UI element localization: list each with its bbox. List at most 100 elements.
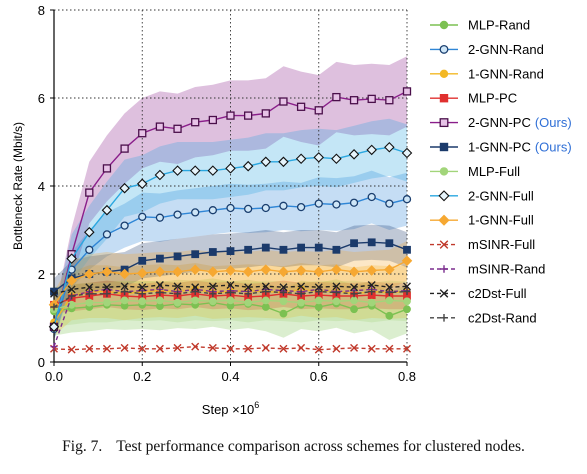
point-1-gnn-full	[384, 264, 395, 275]
point-c2dst-full	[120, 282, 129, 291]
point-c2dst-full	[332, 282, 341, 291]
point-2-gnn-pc	[261, 109, 270, 118]
point-2-gnn-pc	[385, 96, 394, 105]
point-mlp-full	[297, 298, 306, 307]
point-2-gnn-full	[313, 152, 325, 163]
series-layer	[48, 87, 413, 354]
point-2-gnn-rand	[296, 202, 306, 212]
x-tick-label: 0.2	[133, 369, 151, 384]
point-msinr-full	[244, 344, 253, 353]
legend-item-msinr-full: mSINR-Full	[430, 237, 535, 252]
series-msinr-full	[50, 342, 411, 354]
point-msinr-full	[297, 343, 306, 352]
point-1-gnn-pc	[244, 245, 253, 254]
point-1-gnn-full	[348, 266, 360, 278]
point-msinr-full	[67, 345, 76, 354]
point-1-gnn-pc	[261, 243, 270, 252]
point-2-gnn-pc	[226, 111, 235, 120]
point-2-gnn-pc	[332, 92, 341, 102]
point-2-gnn-full	[66, 253, 77, 264]
point-1-gnn-full	[101, 266, 113, 278]
point-msinr-full	[138, 344, 147, 353]
point-mlp-full	[261, 296, 270, 305]
point-c2dst-full	[67, 285, 76, 294]
point-1-gnn-full	[278, 266, 289, 278]
legend-marker-msinr-full	[439, 240, 449, 249]
point-c2dst-rand	[174, 290, 182, 298]
point-c2dst-rand	[209, 290, 217, 298]
x-tick-label: 0.4	[221, 369, 239, 384]
x-tick-label: 0.6	[310, 369, 328, 384]
point-2-gnn-rand	[102, 230, 112, 239]
point-1-gnn-pc	[297, 243, 306, 252]
point-2-gnn-full	[260, 156, 272, 168]
point-c2dst-rand	[315, 288, 323, 296]
point-2-gnn-rand	[120, 221, 129, 230]
legend-marker-2-gnn-full	[438, 190, 450, 202]
legend-label-msinr-full: mSINR-Full	[468, 237, 535, 252]
legend-label-mlp-full: MLP-Full	[468, 164, 520, 179]
point-c2dst-full	[367, 281, 376, 289]
y-tick-label: 0	[38, 355, 45, 370]
point-c2dst-full	[403, 282, 411, 291]
legend-label-2-gnn-full: 2-GNN-Full	[468, 188, 534, 203]
point-c2dst-rand	[68, 292, 76, 300]
point-msinr-full	[191, 342, 200, 351]
point-2-gnn-full	[48, 321, 60, 333]
point-1-gnn-full	[331, 264, 342, 275]
point-2-gnn-full	[189, 165, 201, 176]
point-c2dst-rand	[279, 288, 287, 296]
point-msinr-rand	[50, 343, 58, 351]
point-2-gnn-pc	[120, 144, 129, 153]
point-2-gnn-pc	[402, 87, 412, 96]
point-2-gnn-pc	[314, 106, 323, 115]
point-c2dst-rand	[244, 290, 252, 298]
legend-label-msinr-rand: mSINR-Rand	[468, 262, 545, 277]
point-2-gnn-rand	[208, 206, 218, 215]
point-mlp-full	[85, 298, 94, 307]
point-2-gnn-rand	[279, 201, 288, 210]
point-c2dst-rand	[385, 288, 393, 296]
point-2-gnn-rand	[191, 208, 200, 217]
legend-item-1-gnn-full: 1-GNN-Full	[430, 213, 534, 228]
point-2-gnn-rand	[226, 203, 235, 213]
point-mlp-full	[403, 297, 411, 306]
point-c2dst-rand	[403, 288, 411, 296]
point-1-gnn-full	[172, 266, 183, 278]
legend-item-1-gnn-pc: 1-GNN-PC (Ours)	[430, 140, 572, 155]
point-2-gnn-full	[225, 163, 236, 174]
caption-label: Fig. 7.	[62, 438, 103, 455]
point-mlp-full	[350, 296, 358, 305]
point-c2dst-rand	[262, 288, 270, 296]
legend-item-2-gnn-rand: 2-GNN-Rand	[430, 42, 544, 57]
point-2-gnn-full	[154, 169, 166, 181]
legend-label-2-gnn-rand: 2-GNN-Rand	[468, 42, 544, 57]
point-1-gnn-full	[242, 266, 254, 278]
series-c2dst-rand	[50, 288, 411, 311]
point-mlp-full	[279, 297, 288, 306]
point-2-gnn-full	[401, 147, 413, 159]
point-2-gnn-rand	[243, 204, 253, 214]
legend-label-c2dst-full: c2Dst-Full	[468, 286, 527, 301]
y-tick-label: 4	[38, 179, 45, 194]
point-2-gnn-pc	[367, 94, 376, 104]
point-c2dst-rand	[297, 290, 305, 298]
point-1-gnn-full	[189, 264, 201, 275]
point-mlp-rand	[385, 311, 394, 320]
point-c2dst-rand	[368, 288, 376, 296]
legend-marker-2-gnn-rand	[439, 44, 449, 54]
point-1-gnn-full	[366, 265, 377, 276]
point-c2dst-full	[50, 289, 58, 298]
point-2-gnn-pc	[173, 124, 182, 133]
point-2-gnn-full	[119, 182, 130, 194]
point-2-gnn-full	[136, 178, 148, 190]
point-2-gnn-rand	[385, 199, 394, 208]
point-2-gnn-pc	[85, 188, 94, 197]
legend-label-1-gnn-full: 1-GNN-Full	[468, 213, 534, 228]
x-axis-label-exponent: 6	[254, 400, 259, 410]
point-c2dst-rand	[138, 290, 146, 298]
point-1-gnn-full	[207, 266, 219, 278]
point-msinr-full	[314, 345, 323, 354]
point-2-gnn-rand	[332, 200, 341, 209]
point-mlp-full	[191, 296, 200, 305]
